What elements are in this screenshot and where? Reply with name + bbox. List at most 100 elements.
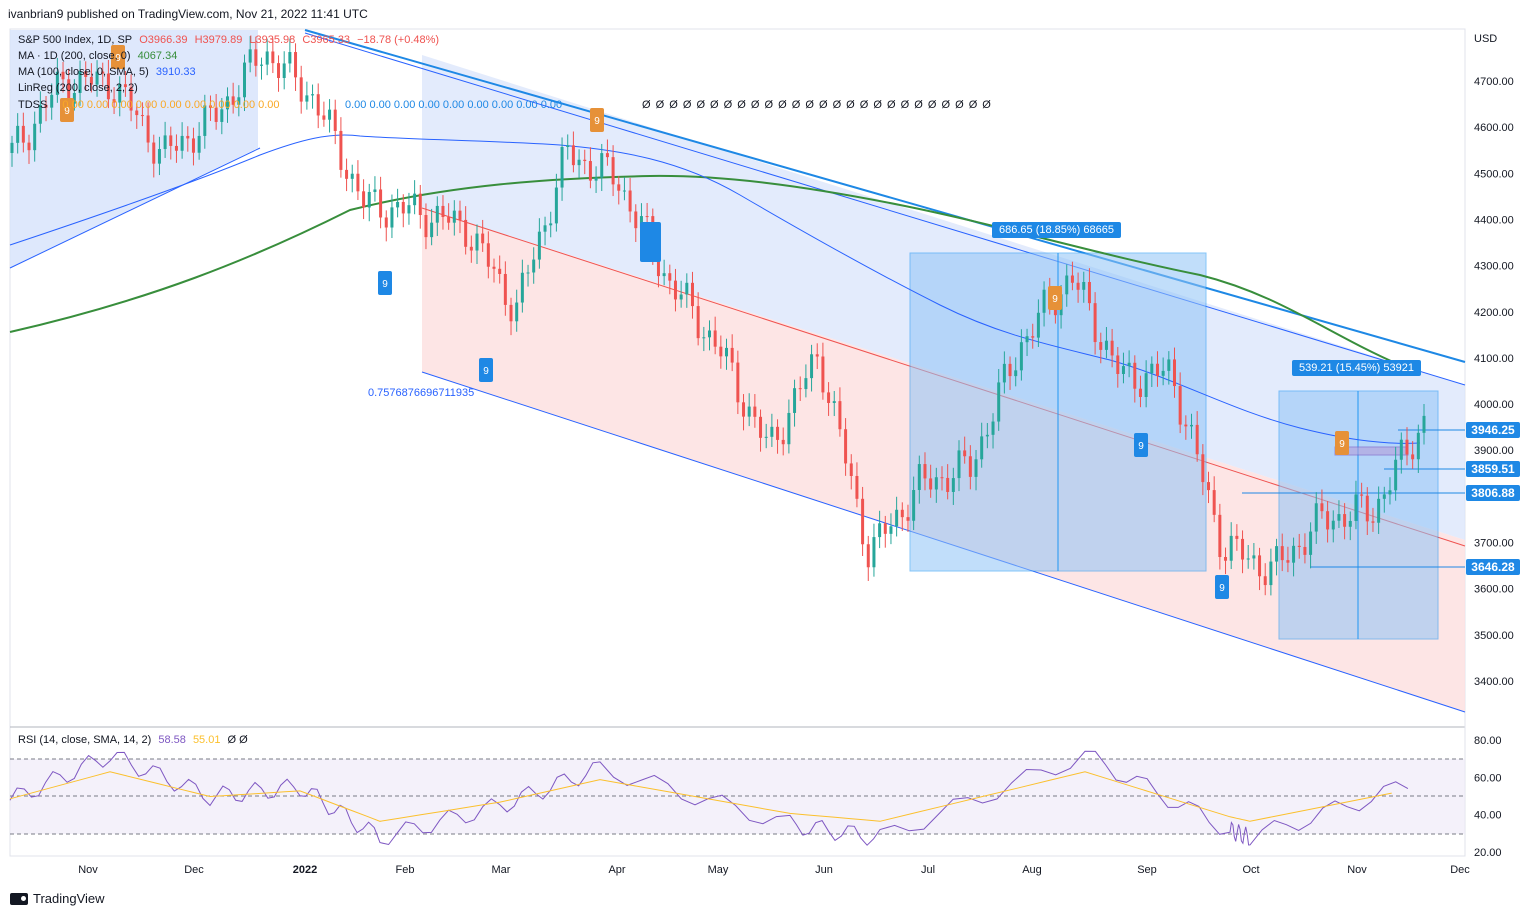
price-tick-label: 4400.00 [1474,214,1514,226]
candle-body [980,436,984,460]
candle-body [725,347,729,357]
candle-body [1292,545,1296,563]
candle-body [1212,490,1216,515]
candle-body [1161,370,1165,376]
candle-body [1195,424,1199,455]
candle-body [1314,503,1318,532]
candle-body [38,104,42,124]
linreg-upper-line [304,32,1466,386]
candle-body [1252,555,1256,559]
td-marker-label: 9 [382,279,388,290]
candle-body [271,51,275,64]
candle-body [866,544,870,568]
td-marker-icon [1215,575,1229,599]
legend-close: C3965.33 [302,34,351,46]
price-tag-4: 3646.28 [1466,559,1520,575]
candle-body [413,193,417,206]
candle-body [997,382,1001,422]
candle-body [174,145,178,151]
candle-body [985,434,989,437]
linreg-coefficient: 0.7576876696711935 [368,387,475,399]
candle-body [481,233,485,244]
candle-body [668,273,672,281]
candle-body [350,173,354,179]
td-marker-icon [111,45,125,69]
candle-body [486,243,490,267]
candle-body [373,189,377,192]
price-tag-2: 3859.51 [1466,461,1520,477]
rsi-tick-label: 20.00 [1474,847,1502,859]
ma200-line [9,174,1401,366]
candle-body [929,478,933,490]
candle-body [968,456,972,477]
td-marker-label: 9 [64,106,70,117]
candle-body [1258,555,1262,577]
candle-body [1331,520,1335,530]
candle-body [396,201,400,208]
price-tick-label: 4200.00 [1474,307,1514,319]
td-marker-label: 9 [1219,583,1225,594]
candle-body [1399,439,1403,460]
candle-body [169,135,173,146]
price-tick-label: 4000.00 [1474,399,1514,411]
ma100-value: 3910.33 [155,66,196,78]
candle-body [163,135,167,150]
td-marker-label: 9 [1339,439,1345,450]
candle-body [957,450,961,479]
candle-body [912,490,916,521]
candle-body [1042,289,1046,313]
candle-body [515,302,519,322]
measure-label-2[interactable]: 539.21 (15.45%) 53921 [1292,360,1421,376]
candle-body [781,439,785,445]
candle-body [821,356,825,393]
candle-body [367,191,371,208]
candle-body [447,217,451,223]
legend-linreg: LinReg (200, close, 2, 2) [18,81,142,96]
tdss-zeros-blue: 0.00 0.00 0.00 0.00 0.00 0.00 0.00 0.00 … [345,99,563,111]
candle-body [1388,490,1392,495]
candle-body [322,115,326,120]
tdss-zeros-orange: 0.00 0.00 0.00 0.00 0.00 0.00 0.00 0.00 … [62,99,280,111]
candle-body [798,388,802,390]
candle-body [1201,454,1205,483]
candle-body [690,282,694,307]
legend-rsi: RSI (14, close, SMA, 14, 2) 58.58 55.01 … [18,733,252,748]
candle-body [1275,546,1279,562]
candle-body [1036,312,1040,338]
candle-body [67,79,71,104]
time-tick-label: Aug [1022,864,1042,876]
candle-body [1087,281,1091,304]
candle-body [78,71,82,93]
candle-body [509,304,513,322]
measure-label-1[interactable]: 686.65 (18.85%) 68665 [992,222,1121,238]
candle-body [1025,336,1029,343]
td-marker-icon [590,108,604,132]
candle-body [390,207,394,228]
time-tick-label: Oct [1242,864,1259,876]
candle-body [923,464,927,479]
candle-body [1348,520,1352,527]
candle-body [1099,342,1103,350]
candle-body [588,161,592,181]
time-tick-label: Dec [184,864,204,876]
candle-body [747,406,751,417]
candle-body [27,142,31,151]
candle-body [492,266,496,269]
candle-body [50,94,54,108]
candle-body [106,73,110,100]
candle-body [288,52,292,64]
candle-body [55,71,59,95]
candle-body [1133,362,1137,389]
candle-body [685,282,689,295]
candle-body [464,219,468,247]
tradingview-logo[interactable]: TradingView [10,891,105,906]
legend-change: −18.78 (+0.48%) [357,34,440,46]
candle-body [418,193,422,216]
time-tick-label: Feb [396,864,415,876]
price-tick-label: 4700.00 [1474,76,1514,88]
candle-body [934,477,938,490]
candle-body [1031,336,1035,338]
candle-body [1365,495,1369,522]
candle-body [889,526,893,534]
